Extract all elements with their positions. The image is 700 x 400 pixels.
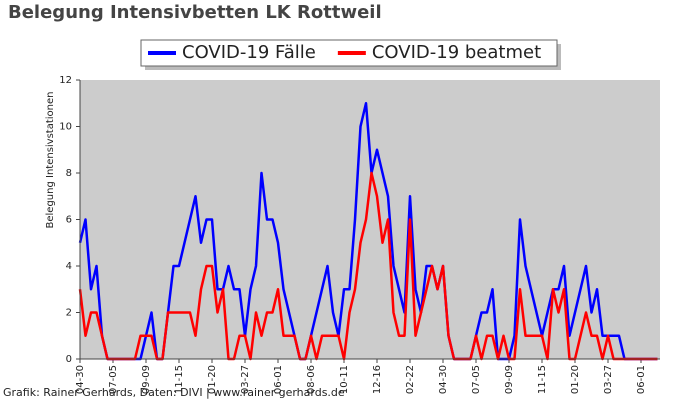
x-tick-label: 09-09 — [504, 365, 515, 394]
x-tick-label: 01-20 — [207, 365, 218, 394]
legend-label: COVID-19 Fälle — [182, 42, 316, 63]
x-tick-label: 09-09 — [141, 365, 152, 394]
series-line — [78, 102, 658, 361]
y-tick-label: 12 — [59, 75, 72, 86]
footer: Grafik: Rainer Gerhards, Daten: DIVI | w… — [3, 386, 345, 399]
y-tick-label: 2 — [66, 308, 72, 319]
x-tick-label: 03-27 — [240, 365, 251, 394]
y-tick-label: 8 — [66, 168, 72, 179]
x-tick-label: 04-30 — [75, 365, 86, 394]
x-tick-label: 10-11 — [339, 365, 350, 394]
y-tick-label: 4 — [66, 261, 72, 272]
chart-title: Belegung Intensivbetten LK Rottweil — [8, 2, 382, 23]
x-tick-label: 11-15 — [537, 365, 548, 394]
y-axis-label: Belegung Intensivstationen — [45, 91, 56, 228]
x-tick-label: 11-15 — [174, 365, 185, 394]
y-tick-label: 10 — [59, 122, 72, 133]
x-tick-label: 06-01 — [273, 365, 284, 394]
x-tick-label: 06-01 — [636, 365, 647, 394]
x-tick-label: 07-05 — [108, 365, 119, 394]
y-tick-label: 0 — [66, 354, 72, 365]
x-tick-label: 08-06 — [306, 365, 317, 394]
x-tick-label: 07-05 — [471, 365, 482, 394]
legend: COVID-19 Fälle COVID-19 beatmet — [140, 39, 561, 70]
series-line — [78, 171, 658, 361]
x-tick-label: 02-22 — [405, 365, 416, 394]
legend-label: COVID-19 beatmet — [372, 42, 541, 63]
x-tick-label: 04-30 — [438, 365, 449, 394]
x-tick-label: 01-20 — [570, 365, 581, 394]
x-tick-label: 03-27 — [603, 365, 614, 394]
y-tick-label: 6 — [66, 215, 72, 226]
x-tick-label: 12-16 — [372, 365, 383, 394]
